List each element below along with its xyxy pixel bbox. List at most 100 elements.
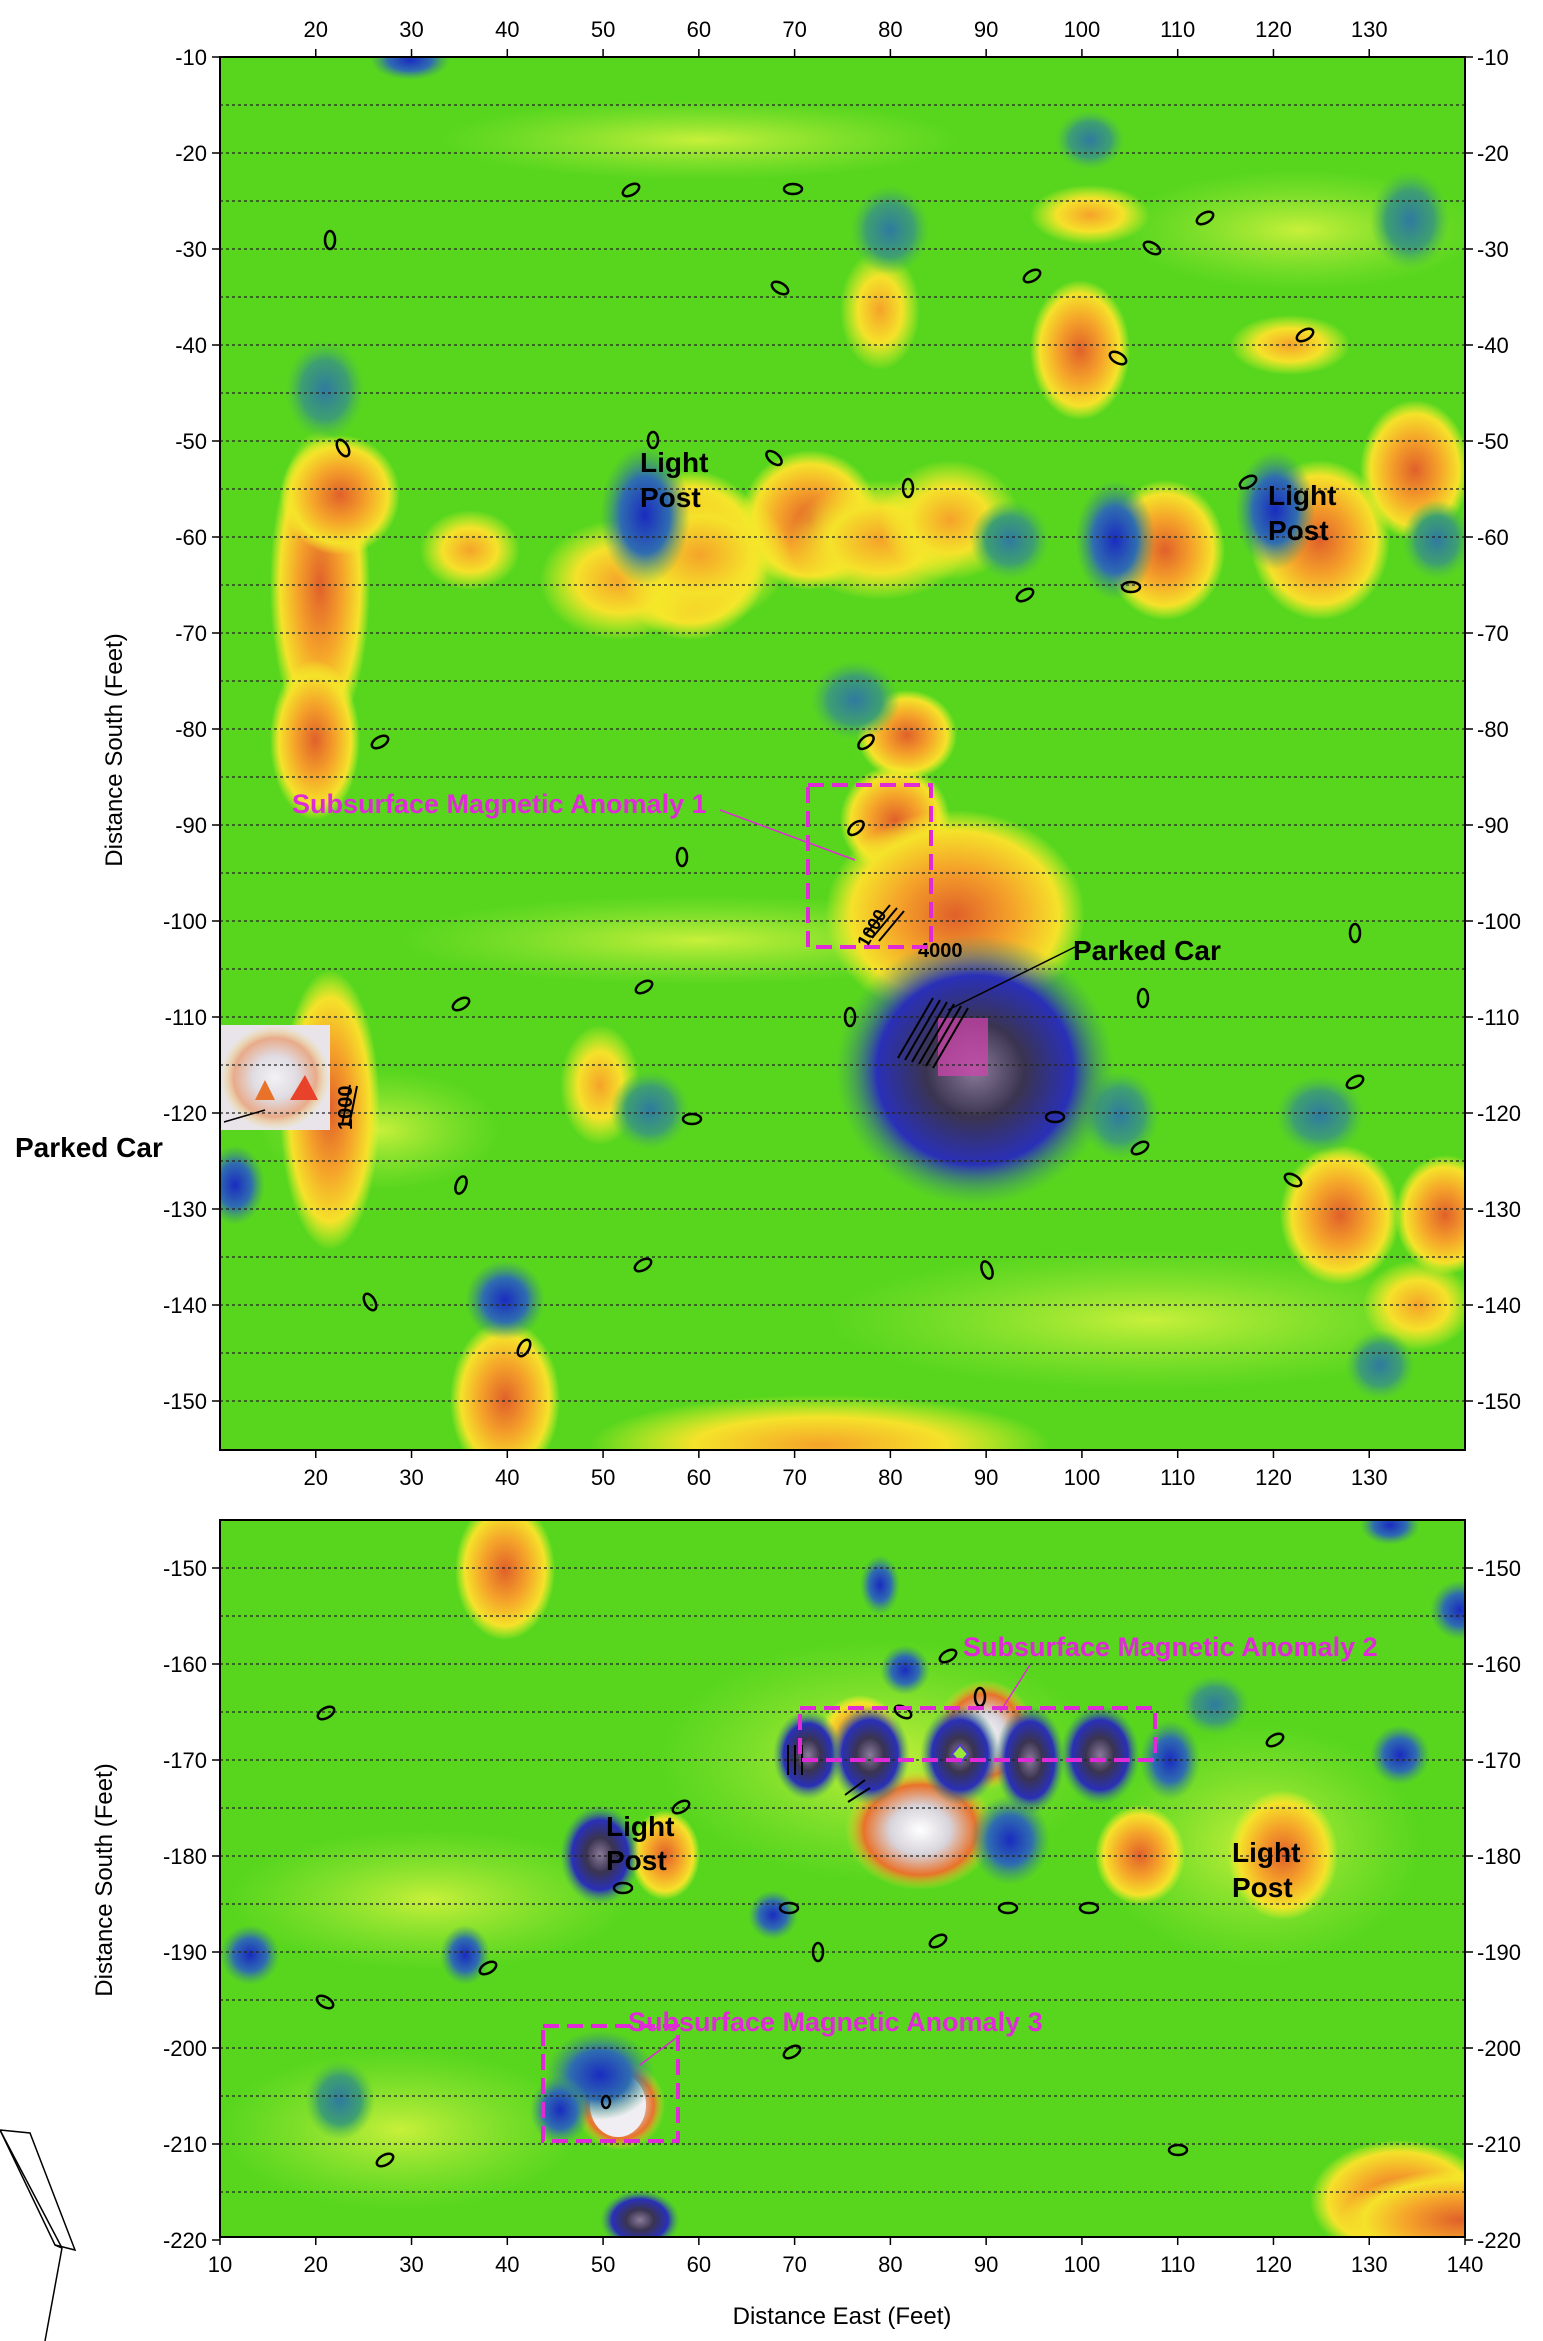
- bottom-y-tick-label: -220: [163, 2228, 207, 2253]
- top-zero-contour-markers: [323, 182, 1365, 1358]
- bottom-x-tick-label: 90: [974, 2252, 998, 2277]
- top-panel-frame: [219, 56, 1466, 1451]
- top-panel-anomaly-field: [220, 57, 1465, 1450]
- bottom-y-tick-label: -170: [163, 1748, 207, 1773]
- bottom-x-tick-label: 70: [782, 2252, 806, 2277]
- anomaly-1-box: [806, 783, 933, 949]
- bottom-y-tick-label-right: -170: [1477, 1748, 1521, 1773]
- bottom-x-tick-label: 80: [878, 2252, 902, 2277]
- top-y-tick-label: -10: [175, 45, 207, 70]
- top-x-tick-label-lower: 30: [399, 1465, 423, 1490]
- bottom-x-tick-label: 40: [495, 2252, 519, 2277]
- top-y-tick-label: -50: [175, 429, 207, 454]
- light-post-label-bottom-right-bottom: Post: [1232, 1872, 1293, 1903]
- bottom-x-tick-label: 50: [591, 2252, 615, 2277]
- top-y-tick-label-right: -20: [1477, 141, 1509, 166]
- bottom-x-tick-label: 60: [687, 2252, 711, 2277]
- light-post-label-right-bottom: Post: [1268, 515, 1329, 546]
- bottom-panel: Subsurface Magnetic Anomaly 2 Subsurface…: [219, 1519, 1466, 2238]
- parked-car-contour-hatch: [341, 904, 969, 1127]
- top-y-tick-label: -20: [175, 141, 207, 166]
- top-x-tick-label-lower: 110: [1160, 1465, 1195, 1490]
- top-x-tick-label: 120: [1255, 17, 1292, 42]
- bottom-x-tick-label: 130: [1351, 2252, 1388, 2277]
- light-post-label-left-top: Light: [640, 447, 708, 478]
- bottom-x-tick-label: 20: [304, 2252, 328, 2277]
- bottom-x-tick-label: 120: [1255, 2252, 1292, 2277]
- top-y-tick-label-right: -10: [1477, 45, 1509, 70]
- top-x-tick-label: 100: [1064, 17, 1101, 42]
- bottom-y-tick-label-right: -220: [1477, 2228, 1521, 2253]
- top-y-tick-label: -140: [163, 1293, 207, 1318]
- top-y-tick-label-right: -80: [1477, 717, 1509, 742]
- top-y-tick-label: -80: [175, 717, 207, 742]
- top-y-tick-label: -100: [163, 909, 207, 934]
- top-y-tick-label: -90: [175, 813, 207, 838]
- parked-car-label-right: Parked Car: [1073, 935, 1221, 966]
- top-y-tick-label-right: -100: [1477, 909, 1521, 934]
- bottom-y-axis-title: Distance South (Feet): [91, 1763, 118, 1996]
- top-x-tick-label-lower: 40: [495, 1465, 519, 1490]
- top-y-tick-label: -60: [175, 525, 207, 550]
- bottom-y-tick-label-right: -190: [1477, 1940, 1521, 1965]
- top-panel: 4000 1000 1000 Subsurface Magnetic Anoma…: [15, 56, 1466, 1451]
- top-x-tick-label-lower: 130: [1351, 1465, 1388, 1490]
- bottom-x-tick-label: 140: [1447, 2252, 1484, 2277]
- top-x-tick-label: 80: [878, 17, 902, 42]
- parked-car-right-leader: [947, 946, 1076, 1011]
- bottom-y-tick-label-right: -160: [1477, 1652, 1521, 1677]
- top-x-tick-label-lower: 80: [878, 1465, 902, 1490]
- contour-label-4000: 4000: [918, 940, 963, 962]
- top-y-tick-label: -110: [165, 1005, 207, 1030]
- light-post-label-bottom-right-top: Light: [1232, 1837, 1300, 1868]
- top-x-tick-label-lower: 100: [1064, 1465, 1101, 1490]
- anomaly-1-leader: [719, 809, 856, 861]
- top-y-tick-label: -40: [175, 333, 207, 358]
- top-y-tick-label-right: -30: [1477, 237, 1509, 262]
- top-y-tick-label: -30: [175, 237, 207, 262]
- light-post-label-bottom-left-top: Light: [606, 1811, 674, 1842]
- top-x-tick-label: 40: [495, 17, 519, 42]
- anomaly-3-box: [541, 2024, 680, 2143]
- top-x-tick-label: 130: [1351, 17, 1388, 42]
- top-y-tick-label-right: -60: [1477, 525, 1509, 550]
- top-y-tick-label: -70: [175, 621, 207, 646]
- bottom-x-tick-label: 100: [1064, 2252, 1101, 2277]
- bottom-x-tick-label: 10: [208, 2252, 232, 2277]
- light-post-label-bottom-left-bottom: Post: [606, 1845, 667, 1876]
- top-y-tick-label-right: -110: [1477, 1005, 1519, 1030]
- x-axis-title: Distance East (Feet): [733, 2303, 952, 2330]
- top-x-tick-label-lower: 60: [687, 1465, 711, 1490]
- top-x-tick-label: 60: [687, 17, 711, 42]
- top-y-tick-label-right: -90: [1477, 813, 1509, 838]
- bottom-panel-frame: [219, 1519, 1466, 2238]
- light-post-label-right-top: Light: [1268, 480, 1336, 511]
- top-x-tick-label: 90: [974, 17, 998, 42]
- anomaly-3-label: Subsurface Magnetic Anomaly 3: [628, 2007, 1043, 2037]
- top-y-tick-label: -130: [163, 1197, 207, 1222]
- bottom-panel-anomaly-field: [220, 1520, 1465, 2237]
- bottom-y-tick-label-right: -180: [1477, 1844, 1521, 1869]
- bottom-zero-contour-markers: [315, 1648, 1285, 2168]
- top-y-tick-label-right: -150: [1477, 1389, 1521, 1414]
- top-x-tick-label: 30: [399, 17, 423, 42]
- bottom-y-tick-label-right: -200: [1477, 2036, 1521, 2061]
- bottom-y-tick-label: -210: [163, 2132, 207, 2157]
- anomaly-2-leader: [999, 1664, 1031, 1713]
- anomaly-1-label: Subsurface Magnetic Anomaly 1: [292, 789, 707, 819]
- top-x-tick-label-lower: 20: [304, 1465, 328, 1490]
- top-y-tick-label-right: -130: [1477, 1197, 1521, 1222]
- bottom-x-tick-label: 30: [399, 2252, 423, 2277]
- top-y-tick-label-right: -50: [1477, 429, 1509, 454]
- top-x-tick-label: 110: [1160, 17, 1195, 42]
- top-y-axis-title: Distance South (Feet): [101, 633, 128, 866]
- anomaly-2-box: [798, 1706, 1157, 1762]
- top-y-tick-label: -150: [163, 1389, 207, 1414]
- top-x-tick-label: 50: [591, 17, 615, 42]
- bottom-y-tick-label: -190: [163, 1940, 207, 1965]
- bottom-x-tick-label: 110: [1160, 2252, 1195, 2277]
- light-post-label-left-bottom: Post: [640, 482, 701, 513]
- top-x-tick-label-lower: 120: [1255, 1465, 1292, 1490]
- parked-car-left-leader: [223, 1109, 266, 1123]
